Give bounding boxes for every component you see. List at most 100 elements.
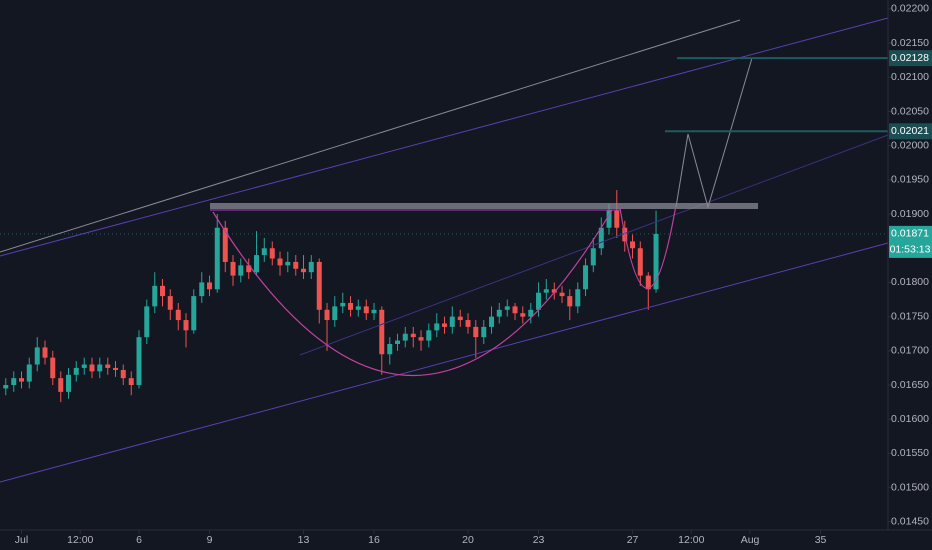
candle-body xyxy=(363,306,369,314)
candles xyxy=(3,190,659,403)
x-tick-label: Jul xyxy=(15,534,28,546)
candle-body xyxy=(26,364,32,382)
candle-body xyxy=(371,309,377,314)
x-tick-label: 27 xyxy=(627,534,639,546)
candle-body xyxy=(536,292,542,310)
candle-body xyxy=(222,227,228,262)
candle-body xyxy=(175,309,181,321)
candle-body xyxy=(230,261,236,276)
candle-body xyxy=(97,364,103,372)
candle-body xyxy=(120,369,126,379)
candle-body xyxy=(559,292,565,297)
x-tick-label: 13 xyxy=(298,534,310,546)
y-tick-label: 0.01450 xyxy=(891,516,929,528)
y-tick-label: 0.01500 xyxy=(891,481,929,493)
candle-body xyxy=(606,210,612,228)
candle-body xyxy=(207,282,213,290)
cup-arc xyxy=(212,209,613,377)
candle-body xyxy=(395,340,401,344)
drawings xyxy=(0,17,889,483)
candle-body xyxy=(340,302,346,307)
candle-body xyxy=(128,378,134,386)
y-tick-label: 0.01800 xyxy=(891,276,929,288)
resistance-zone xyxy=(210,203,758,209)
target-label-bg xyxy=(889,50,932,67)
candle-body xyxy=(590,248,596,266)
y-tick-label: 0.01550 xyxy=(891,447,929,459)
candle-body xyxy=(81,364,87,368)
y-tick-label: 0.02150 xyxy=(891,37,929,49)
channel-line xyxy=(0,242,889,483)
candle-body xyxy=(160,285,166,297)
candle-body xyxy=(73,367,79,375)
candle-body xyxy=(238,265,244,276)
x-tick-label: 16 xyxy=(368,534,380,546)
channel-line xyxy=(299,134,889,356)
candle-body xyxy=(254,255,260,273)
candle-body xyxy=(567,296,573,307)
candle-body xyxy=(167,296,173,310)
candle-body xyxy=(308,261,314,273)
target-label: 0.02128 xyxy=(891,52,929,64)
candle-body xyxy=(543,289,549,293)
last-price-bg xyxy=(889,225,932,258)
candle-body xyxy=(614,210,620,228)
candle-body xyxy=(457,316,463,321)
candle-body xyxy=(261,248,267,256)
x-tick-label: 6 xyxy=(136,534,142,546)
candle-body xyxy=(465,320,471,327)
candle-body xyxy=(583,265,589,290)
y-tick-label: 0.01600 xyxy=(891,413,929,425)
candle-body xyxy=(34,347,40,365)
candle-body xyxy=(136,337,142,386)
candle-body xyxy=(551,289,557,293)
target-label-bg xyxy=(889,123,932,140)
trend-line xyxy=(0,19,741,253)
candle-body xyxy=(496,309,502,317)
candle-body xyxy=(520,313,526,317)
candle-body xyxy=(348,302,354,310)
candle-body xyxy=(19,378,25,382)
candle-body xyxy=(504,306,510,310)
labels: 0.02200 0.02150 0.02100 0.02050 0.02000 0.019… xyxy=(15,3,932,546)
x-tick-label: 35 xyxy=(815,534,827,546)
candle-body xyxy=(301,268,307,273)
candle-body xyxy=(285,261,291,266)
candle-body xyxy=(293,261,299,269)
candle-body xyxy=(512,306,518,314)
candle-body xyxy=(418,337,424,341)
y-tick-label: 0.02000 xyxy=(891,139,929,151)
candle-body xyxy=(481,326,487,338)
candle-body xyxy=(324,309,330,321)
x-tick-label: 20 xyxy=(462,534,474,546)
price-axis xyxy=(0,0,932,531)
candle-body xyxy=(105,364,111,368)
candle-body xyxy=(489,316,495,327)
candle-body xyxy=(442,323,448,327)
candle-body xyxy=(66,374,72,392)
candle-body xyxy=(637,248,643,276)
candle-body xyxy=(434,323,440,331)
candle-body xyxy=(11,378,17,386)
handle-arc xyxy=(619,204,677,289)
candle-body xyxy=(598,227,604,249)
candle-body xyxy=(653,233,659,290)
y-tick-label: 0.01650 xyxy=(891,379,929,391)
target-label: 0.02021 xyxy=(891,125,929,137)
candle-body xyxy=(645,275,651,290)
y-tick-label: 0.01900 xyxy=(891,208,929,220)
candle-body xyxy=(3,385,9,389)
x-tick-label: 23 xyxy=(533,534,545,546)
x-tick-label: 12:00 xyxy=(67,534,93,546)
candle-body xyxy=(379,309,385,355)
candle-body xyxy=(191,296,197,331)
countdown-label: 01:53:13 xyxy=(890,244,931,256)
candle-body xyxy=(246,265,252,273)
candle-body xyxy=(214,227,220,290)
y-tick-label: 0.01950 xyxy=(891,174,929,186)
candle-body xyxy=(42,347,48,358)
candle-body xyxy=(332,306,338,321)
candle-body xyxy=(630,241,636,249)
